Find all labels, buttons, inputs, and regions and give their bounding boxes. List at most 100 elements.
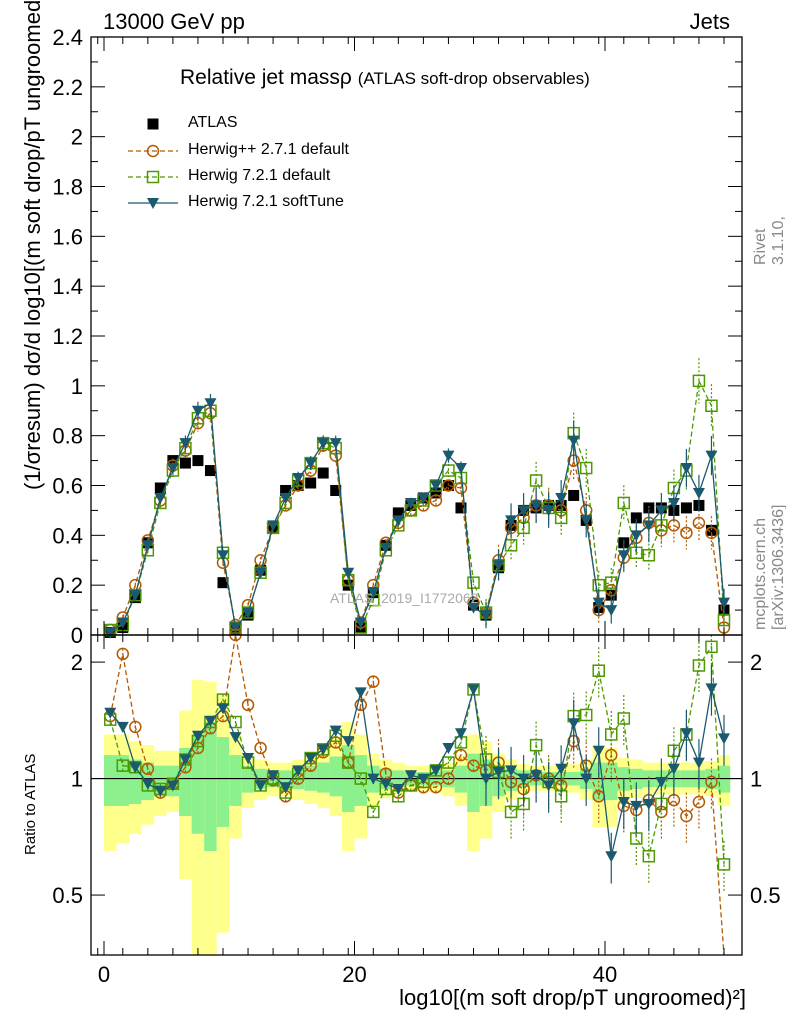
data-point-ratio-2 xyxy=(630,800,643,812)
data-point-ratio-2 xyxy=(166,780,179,792)
data-point-main-3 xyxy=(717,597,730,609)
data-point-ratio-1 xyxy=(617,712,631,725)
data-point-atlas xyxy=(568,489,580,501)
data-point-main-3 xyxy=(480,610,493,622)
legend-herwig7-softtune: Herwig 7.2.1 softTune xyxy=(188,193,344,210)
ratio-band-inner xyxy=(104,755,117,806)
data-point-ratio-1 xyxy=(341,756,355,769)
data-point-main-3 xyxy=(454,463,467,475)
data-point-atlas xyxy=(330,484,342,496)
y-tick-label-main: 0.8 xyxy=(52,424,83,449)
analysis-watermark: ATLAS_2019_I1772062 xyxy=(330,590,479,606)
data-point-main-3 xyxy=(329,438,342,450)
data-point-main-3 xyxy=(429,480,442,492)
data-point-main-3 xyxy=(467,602,480,614)
data-point-ratio-2 xyxy=(605,851,618,863)
data-point-main-2 xyxy=(642,549,656,562)
data-point-main-3 xyxy=(229,622,242,634)
data-point-ratio-2 xyxy=(642,798,655,810)
ratio-band-inner xyxy=(116,755,130,806)
data-point-ratio-2 xyxy=(392,783,405,795)
data-point-main-3 xyxy=(216,550,229,562)
data-point-ratio-2 xyxy=(592,745,605,757)
data-point-main-3 xyxy=(605,605,618,617)
data-point-ratio-0 xyxy=(141,762,155,776)
data-point-main-3 xyxy=(492,560,505,572)
y-tick-label-main: 0.2 xyxy=(52,573,83,598)
header-energy-label: 13000 GeV pp xyxy=(103,9,245,34)
data-point-main-3 xyxy=(404,497,417,509)
y-tick-label-ratio: 0.5 xyxy=(52,883,83,908)
data-point-main-1 xyxy=(692,516,706,530)
ratio-band-inner xyxy=(191,734,205,834)
legend-marker xyxy=(146,170,160,184)
y-tick-label-main: 2.4 xyxy=(52,25,83,50)
data-point-atlas xyxy=(305,477,317,489)
data-point-main-3 xyxy=(267,520,280,532)
data-point-ratio-0 xyxy=(254,741,267,755)
ratio-band-inner xyxy=(316,762,330,793)
data-point-main-1 xyxy=(254,554,267,567)
data-point-ratio-2 xyxy=(454,728,467,740)
data-point-atlas xyxy=(317,467,329,479)
series-line-ratio-0 xyxy=(109,634,725,956)
legend-herwigpp: Herwig++ 2.7.1 default xyxy=(188,141,349,158)
rivet-version-label: Rivet 3.1.10, ≥ 2.2M events xyxy=(752,216,786,265)
data-point-ratio-2 xyxy=(467,684,480,696)
legend-marker xyxy=(146,144,160,158)
data-point-ratio-2 xyxy=(154,785,167,797)
data-point-ratio-2 xyxy=(354,687,367,699)
legend-atlas: ATLAS xyxy=(188,114,238,131)
ratio-band-inner xyxy=(354,755,368,806)
data-point-atlas xyxy=(154,482,166,494)
data-point-atlas xyxy=(630,512,642,524)
data-point-ratio-2 xyxy=(717,733,730,745)
data-point-main-1 xyxy=(429,494,443,507)
data-point-ratio-2 xyxy=(429,765,442,777)
data-point-atlas xyxy=(192,455,204,467)
data-point-atlas xyxy=(392,507,404,519)
data-point-ratio-2 xyxy=(692,757,705,769)
data-point-ratio-2 xyxy=(141,778,154,790)
y-tick-label-main: 2.2 xyxy=(52,75,83,100)
title-main: Relative jet massρ xyxy=(180,66,352,89)
data-point-main-3 xyxy=(191,405,204,417)
data-point-ratio-2 xyxy=(542,780,555,792)
mcplots-label: mcplots.cern.ch [arXiv:1306.3436] xyxy=(752,504,786,630)
data-point-ratio-0 xyxy=(692,795,706,809)
y-tick-label-ratio-right: 2 xyxy=(750,650,762,675)
data-point-main-3 xyxy=(317,438,330,450)
x-tick-label: 0 xyxy=(98,962,110,987)
data-point-ratio-2 xyxy=(304,753,317,765)
title-sub: (ATLAS soft-drop observables) xyxy=(357,69,590,88)
data-point-ratio-2 xyxy=(667,763,680,775)
data-point-ratio-2 xyxy=(705,683,718,695)
data-point-ratio-1 xyxy=(116,759,130,772)
data-point-ratio-1 xyxy=(642,849,656,863)
y-tick-label-main: 0.6 xyxy=(52,474,83,499)
x-tick-label: 40 xyxy=(593,962,617,987)
chart-title: Relative jet massρ (ATLAS soft-drop obse… xyxy=(180,66,590,90)
y-tick-label-main: 1.2 xyxy=(52,324,83,349)
data-point-ratio-2 xyxy=(404,770,417,782)
data-point-ratio-2 xyxy=(567,718,580,730)
data-point-ratio-2 xyxy=(292,765,305,777)
data-point-ratio-2 xyxy=(367,773,380,785)
data-point-ratio-2 xyxy=(417,773,430,785)
data-point-ratio-2 xyxy=(116,721,129,733)
data-point-main-3 xyxy=(680,463,693,475)
data-point-ratio-2 xyxy=(480,773,493,785)
data-point-ratio-0 xyxy=(129,720,142,734)
data-point-ratio-0 xyxy=(705,775,718,789)
legend-marker xyxy=(147,198,159,209)
data-point-ratio-1 xyxy=(504,805,518,819)
data-point-main-1 xyxy=(680,526,693,540)
data-point-ratio-1 xyxy=(605,728,618,741)
ratio-band-inner xyxy=(204,722,217,851)
data-point-atlas xyxy=(455,502,467,514)
data-point-main-2 xyxy=(529,474,543,487)
data-point-ratio-2 xyxy=(254,780,267,792)
legend-herwig7-default: Herwig 7.2.1 default xyxy=(188,167,331,184)
data-point-ratio-2 xyxy=(342,736,355,748)
